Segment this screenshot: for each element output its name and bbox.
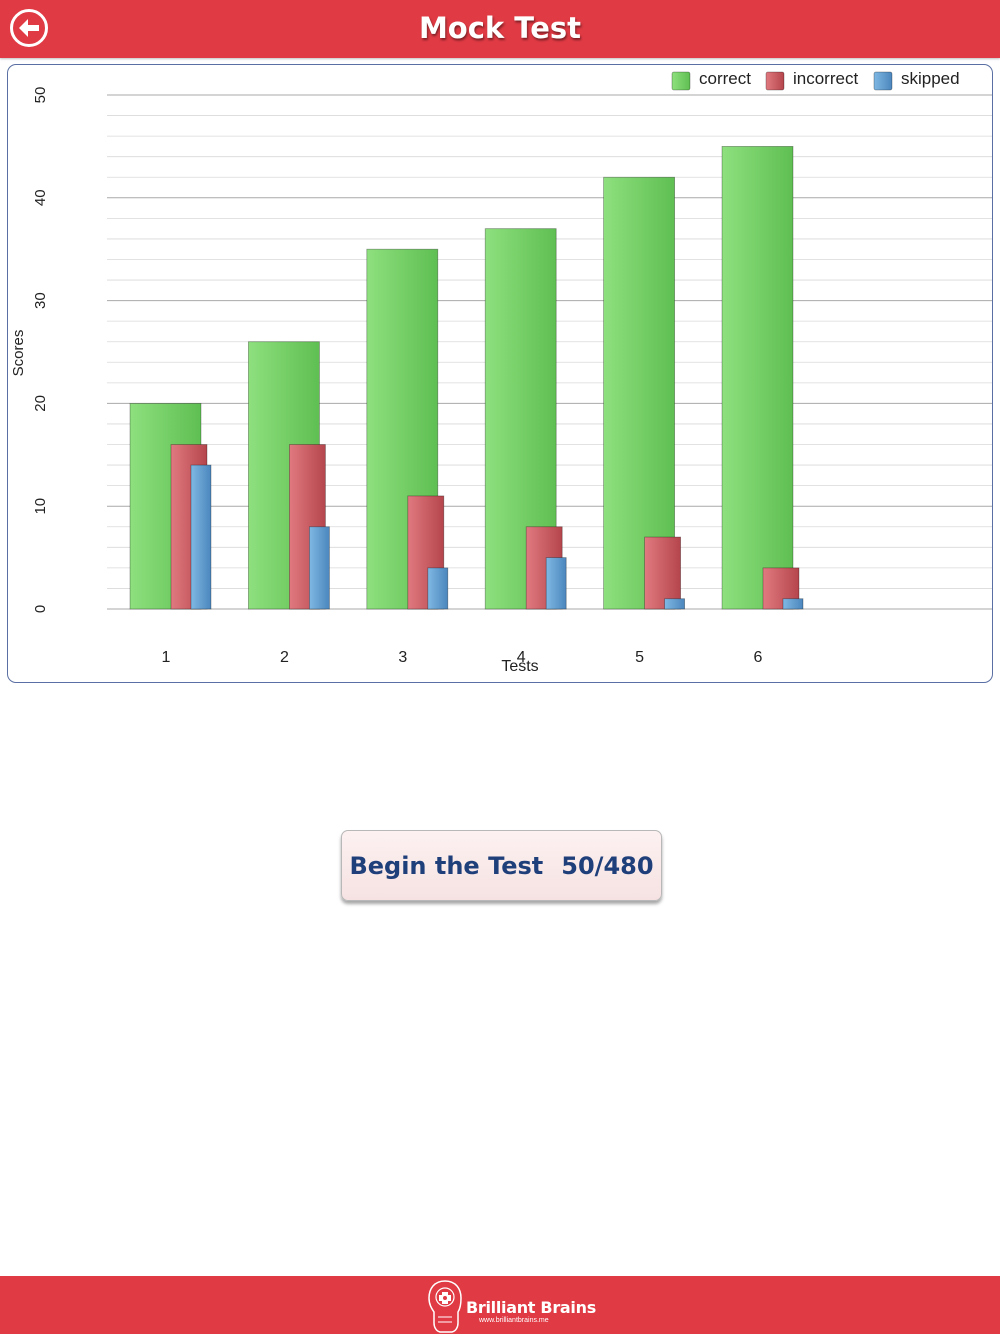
y-tick-label: 20 [32,395,49,412]
bar-skipped [427,567,449,610]
header-bar: Mock Test [0,0,1000,58]
x-tick-label: 2 [280,649,289,666]
bar-correct [721,146,794,610]
y-tick-label: 0 [32,605,49,613]
x-tick-label: 1 [162,649,171,666]
bar-skipped [782,598,804,610]
x-tick-label: 5 [635,649,644,666]
bar-skipped [545,557,567,610]
bar-skipped [308,526,330,610]
legend-swatch-correct [671,71,691,91]
bar-skipped [664,598,685,610]
x-tick-label: 4 [517,649,526,666]
y-tick-label: 10 [32,498,49,515]
scores-bar-chart: 0 10 20 30 40 50 Scores 1 2 3 4 5 6 Tests correct inco… [10,69,992,675]
brand-logo: Brilliant Brains www.brilliantbrains.me [426,1279,596,1333]
legend-swatch-incorrect [765,71,785,91]
page-title: Mock Test [418,11,582,45]
x-tick-label: 6 [754,649,763,666]
brand-url: www.brilliantbrains.me [479,1317,549,1324]
test-progress: 50/480 [561,851,654,880]
y-tick-label: 50 [32,87,49,104]
bar-skipped [190,464,212,610]
y-axis-label: Scores [10,330,27,377]
brain-head-icon [428,1280,462,1333]
x-axis-label: Tests [501,658,538,675]
begin-test-label: Begin the Test [349,851,544,880]
back-button[interactable] [10,9,48,47]
y-tick-label: 30 [32,292,49,309]
arrow-left-circle-icon [19,19,39,37]
legend-label-correct: correct [699,69,751,88]
legend-label-skipped: skipped [901,69,960,88]
legend-swatch-skipped [873,71,893,91]
footer-bar: Brilliant Brains www.brilliantbrains.me [0,1276,1000,1334]
legend-label-incorrect: incorrect [793,69,858,88]
y-tick-label: 40 [32,189,49,206]
x-tick-label: 3 [398,649,407,666]
brand-name: Brilliant Brains [466,1298,596,1317]
chart-panel: 0 10 20 30 40 50 Scores 1 2 3 4 5 6 Tests correct inco… [7,64,993,683]
bar-incorrect [644,536,681,610]
begin-test-button[interactable]: Begin the Test 50/480 [341,830,662,901]
